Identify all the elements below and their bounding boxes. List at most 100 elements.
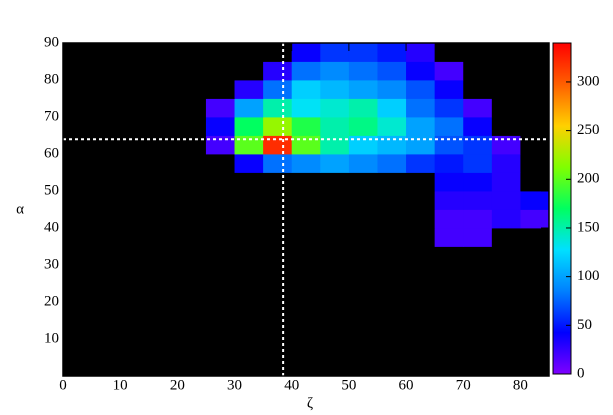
heatmap-cell xyxy=(148,135,178,155)
heatmap-cell xyxy=(320,135,350,155)
heatmap-cell xyxy=(263,209,293,229)
heatmap-cell xyxy=(491,209,521,229)
heatmap-cell xyxy=(205,98,235,118)
heatmap-cell xyxy=(520,191,550,210)
heatmap-cell xyxy=(320,80,350,99)
x-tick-label: 0 xyxy=(59,377,67,393)
heatmap-cell xyxy=(406,339,436,358)
heatmap-cell xyxy=(148,117,178,136)
heatmap-cell xyxy=(91,339,121,358)
heatmap-cell xyxy=(120,80,150,99)
heatmap-cell xyxy=(205,117,235,136)
heatmap-cell xyxy=(63,154,92,173)
heatmap-cell xyxy=(263,246,293,266)
colorbar-tick-label: 0 xyxy=(577,365,585,381)
heatmap-cell xyxy=(520,43,550,62)
heatmap-cell xyxy=(205,357,235,377)
heatmap-cell xyxy=(348,191,378,210)
heatmap-cell xyxy=(291,283,321,303)
heatmap-cell xyxy=(463,154,493,173)
heatmap-cell xyxy=(205,246,235,266)
heatmap-cell xyxy=(120,154,150,173)
heatmap-cell xyxy=(91,98,121,118)
heatmap-cell xyxy=(234,172,264,192)
heatmap-cell xyxy=(120,265,150,284)
heatmap-cell xyxy=(320,172,350,192)
heatmap-cell xyxy=(491,283,521,303)
heatmap-cell xyxy=(377,320,407,340)
heatmap-cell xyxy=(406,135,436,155)
heatmap-cell xyxy=(63,172,92,192)
heatmap-cell xyxy=(377,43,407,62)
heatmap-cell xyxy=(291,265,321,284)
heatmap-cell xyxy=(463,80,493,99)
heatmap-cell xyxy=(148,80,178,99)
heatmap-cell xyxy=(177,135,207,155)
heatmap-cell xyxy=(263,154,293,173)
heatmap-cell xyxy=(320,302,350,321)
heatmap-cell xyxy=(491,246,521,266)
heatmap-cell xyxy=(491,172,521,192)
heatmap-cell xyxy=(263,117,293,136)
heatmap-cell xyxy=(520,154,550,173)
heatmap-cell xyxy=(320,209,350,229)
heatmap-cell xyxy=(377,265,407,284)
heatmap-cell xyxy=(177,61,207,81)
heatmap-cell xyxy=(406,117,436,136)
heatmap-cell xyxy=(491,154,521,173)
heatmap-cell xyxy=(120,117,150,136)
heatmap-cell xyxy=(205,43,235,62)
heatmap-cell xyxy=(177,172,207,192)
heatmap-cell xyxy=(348,172,378,192)
heatmap-cell xyxy=(177,209,207,229)
heatmap-cell xyxy=(234,98,264,118)
heatmap-cell xyxy=(234,43,264,62)
heatmap-cell xyxy=(63,283,92,303)
heatmap-cell xyxy=(148,191,178,210)
heatmap-cell xyxy=(520,357,550,377)
heatmap-cell xyxy=(148,283,178,303)
heatmap-cell xyxy=(63,265,92,284)
heatmap-cell xyxy=(177,117,207,136)
heatmap-cell xyxy=(291,302,321,321)
heatmap-cell xyxy=(463,61,493,81)
heatmap-cell xyxy=(377,339,407,358)
heatmap-cell xyxy=(291,135,321,155)
heatmap-cell xyxy=(291,320,321,340)
heatmap-cell xyxy=(348,98,378,118)
heatmap-cell xyxy=(177,283,207,303)
heatmap-cell xyxy=(234,154,264,173)
heatmap-cell xyxy=(406,61,436,81)
heatmap-cell xyxy=(406,357,436,377)
heatmap-cell xyxy=(463,265,493,284)
heatmap-cell xyxy=(120,43,150,62)
heatmap-cell xyxy=(520,117,550,136)
heatmap-cell xyxy=(520,302,550,321)
heatmap-cell xyxy=(520,98,550,118)
heatmap-cell xyxy=(291,172,321,192)
heatmap-cell xyxy=(234,265,264,284)
heatmap-cell xyxy=(320,339,350,358)
heatmap-cell xyxy=(348,228,378,247)
heatmap-cell xyxy=(205,191,235,210)
heatmap-cell xyxy=(406,191,436,210)
heatmap-cell xyxy=(91,228,121,247)
heatmap-cell xyxy=(91,117,121,136)
y-tick-label: 90 xyxy=(44,34,59,50)
heatmap-cell xyxy=(148,172,178,192)
heatmap-cell xyxy=(148,43,178,62)
heatmap-cell xyxy=(320,117,350,136)
heatmap-cell xyxy=(491,43,521,62)
plot-frame xyxy=(62,42,550,377)
heatmap-cell xyxy=(434,135,464,155)
heatmap-cell xyxy=(120,357,150,377)
heatmap-cell xyxy=(205,80,235,99)
y-tick-label: 30 xyxy=(44,256,59,272)
heatmap-cell xyxy=(234,117,264,136)
heatmap-cell xyxy=(434,209,464,229)
heatmap-cell xyxy=(234,357,264,377)
heatmap-cell xyxy=(520,61,550,81)
heatmap-cell xyxy=(63,228,92,247)
heatmap-cell xyxy=(91,320,121,340)
heatmap-cell xyxy=(434,154,464,173)
